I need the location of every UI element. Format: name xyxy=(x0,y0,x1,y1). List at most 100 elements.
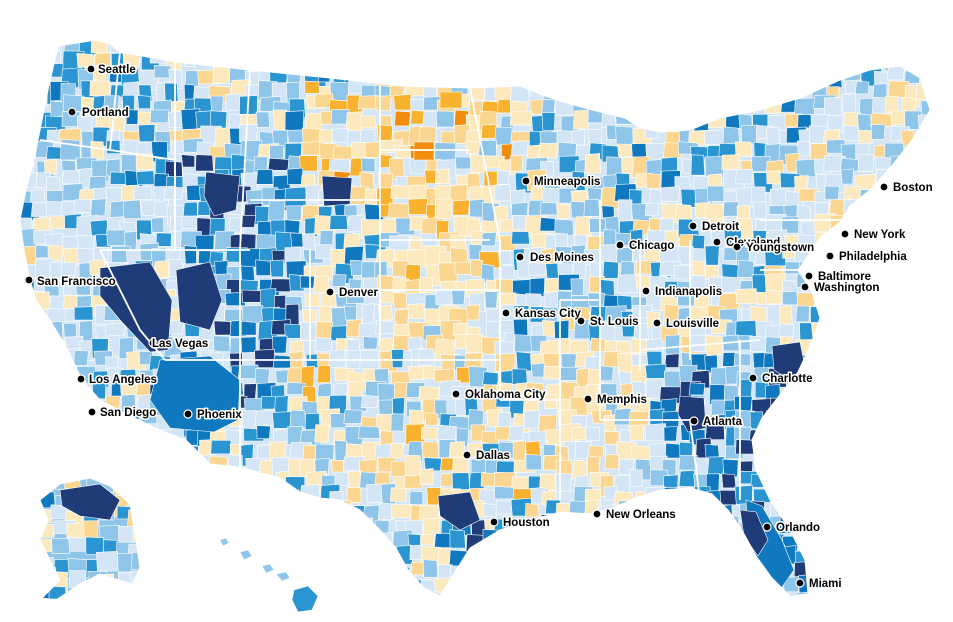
conus-county xyxy=(331,459,344,473)
conus-county xyxy=(680,79,701,99)
city-label-san-francisco: San Francisco xyxy=(37,276,116,288)
conus-county xyxy=(76,458,91,481)
conus-county xyxy=(915,50,930,68)
conus-county xyxy=(662,542,682,564)
conus-county xyxy=(545,49,563,67)
conus-county xyxy=(665,334,681,355)
conus-county xyxy=(839,595,858,596)
conus-county xyxy=(872,500,893,523)
conus-county xyxy=(797,69,818,90)
conus-county xyxy=(782,594,799,596)
state-border-line xyxy=(239,69,251,251)
city-dot-boston xyxy=(879,182,889,192)
city-label-oklahoma-city: Oklahoma City xyxy=(465,389,546,401)
conus-county xyxy=(769,459,787,481)
conus-county xyxy=(795,305,810,323)
city-marker-memphis: Memphis xyxy=(583,393,648,408)
conus-county xyxy=(466,173,481,189)
conus-county xyxy=(497,576,514,596)
city-dot-las-vegas xyxy=(148,338,158,348)
conus-county xyxy=(829,551,852,573)
conus-county xyxy=(514,334,536,353)
city-label-boston: Boston xyxy=(893,182,933,194)
conus-county xyxy=(20,52,36,68)
city-dot-memphis xyxy=(583,394,593,404)
conus-county xyxy=(885,395,905,416)
conus-county xyxy=(888,487,904,510)
conus-county xyxy=(214,260,229,276)
conus-county xyxy=(65,457,85,478)
conus-county xyxy=(815,363,832,381)
conus-county xyxy=(674,68,694,87)
conus-county xyxy=(734,168,753,185)
highlight-county-cluster xyxy=(437,491,481,531)
conus-county xyxy=(379,560,394,578)
conus-county xyxy=(707,113,729,128)
conus-county xyxy=(859,189,879,207)
conus-county xyxy=(135,153,154,170)
conus-county xyxy=(377,548,399,567)
conus-county xyxy=(241,289,263,303)
conus-county xyxy=(316,364,331,383)
conus-county xyxy=(734,80,756,101)
conus-county xyxy=(825,51,847,72)
conus-county xyxy=(36,424,51,444)
conus-county xyxy=(360,115,377,129)
conus-county xyxy=(75,277,91,296)
conus-county xyxy=(435,40,453,57)
conus-county xyxy=(936,340,948,360)
conus-county xyxy=(814,501,835,522)
city-dot-baltimore xyxy=(804,271,814,281)
conus-county xyxy=(465,575,481,594)
conus-county xyxy=(770,483,792,504)
conus-county xyxy=(558,77,576,97)
conus-county xyxy=(275,589,292,596)
conus-county xyxy=(586,50,602,73)
conus-county xyxy=(935,221,952,239)
conus-county xyxy=(530,574,550,592)
conus-county xyxy=(419,40,437,60)
conus-county xyxy=(709,532,730,554)
conus-county xyxy=(154,471,168,486)
conus-county xyxy=(515,351,532,372)
conus-county xyxy=(621,156,635,179)
conus-county xyxy=(873,50,890,70)
conus-county xyxy=(602,66,617,82)
conus-county xyxy=(784,455,798,472)
conus-county xyxy=(243,562,262,581)
conus-county xyxy=(873,260,888,281)
conus-county xyxy=(317,382,332,397)
conus-county xyxy=(603,593,622,596)
conus-county xyxy=(482,550,497,572)
conus-county xyxy=(677,545,695,567)
conus-county xyxy=(35,457,50,479)
conus-county xyxy=(314,244,333,260)
conus-county xyxy=(645,535,660,554)
conus-county xyxy=(177,505,197,524)
conus-county xyxy=(283,518,303,535)
conus-county xyxy=(470,65,484,80)
conus-county xyxy=(20,369,35,390)
state-border-line xyxy=(39,139,111,151)
conus-county xyxy=(703,505,719,519)
city-dot-detroit xyxy=(688,221,698,231)
conus-county xyxy=(843,354,858,371)
conus-county xyxy=(841,309,857,327)
conus-county xyxy=(31,350,49,369)
conus-county xyxy=(812,40,832,52)
conus-county xyxy=(154,544,171,566)
conus-county xyxy=(434,142,457,163)
conus-county xyxy=(918,473,930,490)
conus-county xyxy=(737,40,757,51)
conus-county xyxy=(499,561,517,582)
state-borders xyxy=(19,39,931,601)
city-dot-chicago xyxy=(615,240,625,250)
conus-county xyxy=(936,71,953,89)
conus-county xyxy=(904,47,926,66)
city-dot-charlotte xyxy=(748,373,758,383)
conus-county xyxy=(450,247,469,265)
conus-county xyxy=(795,158,818,178)
conus-county xyxy=(690,55,712,78)
city-dot-oklahoma-city xyxy=(451,389,461,399)
conus-county xyxy=(498,320,516,334)
